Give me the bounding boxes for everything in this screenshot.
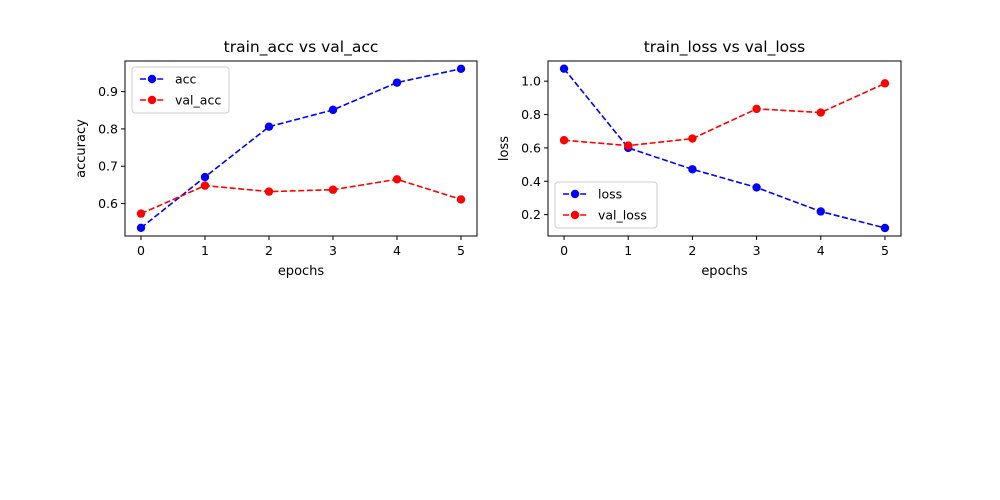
y-axis-label: loss	[497, 136, 512, 161]
legend-label: val_loss	[598, 208, 647, 223]
data-point	[816, 108, 825, 117]
legend-label: loss	[598, 187, 622, 202]
series-val_loss	[559, 79, 890, 150]
y-tick-label: 0.8	[98, 121, 118, 136]
y-tick-label: 0.6	[98, 196, 118, 211]
x-tick-label: 5	[881, 243, 889, 258]
data-point	[392, 175, 402, 184]
data-point	[559, 136, 569, 145]
data-point	[392, 78, 402, 87]
data-point	[328, 185, 338, 194]
x-tick-label: 1	[624, 243, 632, 258]
y-tick-label: 0.7	[98, 159, 118, 174]
series-line	[563, 68, 886, 229]
data-point	[264, 122, 274, 131]
x-tick-label: 3	[329, 243, 337, 258]
legend-swatch-marker	[147, 74, 157, 84]
data-point	[880, 79, 890, 88]
chart-title: train_acc vs val_acc	[224, 38, 379, 57]
series-val_acc	[136, 175, 466, 218]
data-point	[752, 183, 761, 192]
data-point	[136, 223, 146, 232]
legend: loss val_loss	[554, 181, 658, 229]
y-axis-label: accuracy	[74, 119, 89, 178]
chart-1: train_acc vs val_acc 0 1 2 3 4 5 0.6 0.7 0.8 0.9 ep…	[74, 38, 478, 279]
data-point	[264, 187, 274, 196]
data-point	[136, 209, 146, 218]
x-tick-label: 0	[560, 243, 568, 258]
x-tick-label: 0	[137, 243, 145, 258]
chart-title: train_loss vs val_loss	[644, 38, 806, 57]
data-point	[456, 195, 466, 204]
plot-frame	[547, 60, 902, 237]
data-point	[688, 165, 697, 174]
x-axis-label: epochs	[701, 264, 748, 279]
data-point	[200, 181, 210, 190]
legend-swatch-marker	[570, 210, 580, 220]
series-acc	[136, 64, 466, 232]
data-point	[752, 104, 761, 114]
y-tick-label: 0.9	[98, 84, 118, 99]
legend: acc val_acc	[131, 66, 230, 114]
plot-frame	[124, 60, 478, 237]
legend-swatch-marker	[147, 95, 157, 105]
data-point	[200, 172, 210, 182]
data-point	[624, 141, 633, 150]
legend-label: acc	[175, 72, 197, 87]
legend-swatch-marker	[570, 189, 580, 199]
data-point	[688, 134, 697, 143]
chart-2: train_loss vs val_loss 0 1 2 3 4 5 0.2 0.4 0.6 0.8…	[497, 38, 902, 279]
x-tick-label: 1	[201, 243, 209, 258]
x-tick-label: 2	[265, 243, 273, 258]
legend-box	[131, 66, 230, 114]
data-point	[456, 64, 466, 74]
y-tick-label: 0.4	[521, 174, 541, 189]
series-line	[140, 68, 462, 229]
y-tick-label: 0.6	[521, 140, 541, 155]
y-tick-label: 1.0	[521, 74, 541, 89]
x-tick-label: 5	[457, 243, 465, 258]
x-tick-label: 4	[817, 243, 825, 258]
x-axis-label: epochs	[278, 264, 325, 279]
series-line	[563, 82, 886, 147]
data-point	[328, 105, 338, 115]
x-tick-label: 3	[753, 243, 761, 258]
series-line	[140, 178, 462, 215]
data-point	[880, 223, 890, 233]
data-point	[816, 207, 825, 216]
x-tick-label: 4	[393, 243, 401, 258]
legend-label: val_acc	[175, 93, 221, 108]
data-point	[559, 64, 569, 73]
y-tick-label: 0.2	[521, 207, 541, 222]
y-tick-label: 0.8	[521, 107, 541, 122]
x-tick-label: 2	[688, 243, 696, 258]
